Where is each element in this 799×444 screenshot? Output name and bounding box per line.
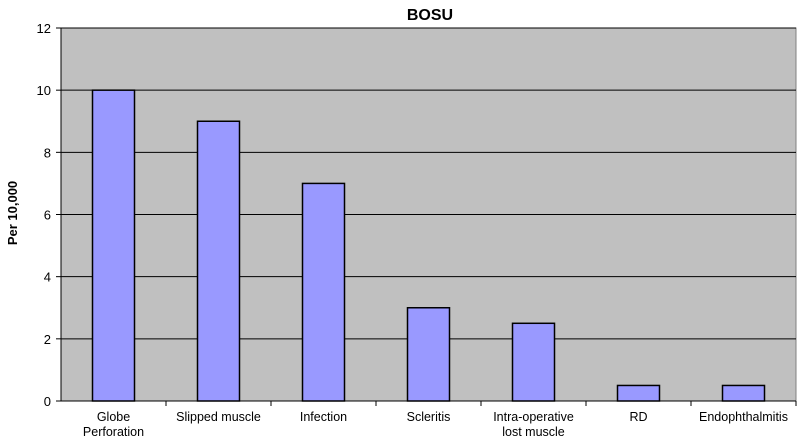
x-tick-label-line: Perforation (83, 425, 144, 439)
x-tick-label-line: lost muscle (502, 425, 565, 439)
x-tick-label: RD (629, 410, 647, 424)
x-tick-label: Globe Perforation (83, 410, 144, 439)
y-axis-label: Per 10,000 (5, 181, 20, 245)
x-tick-label-line: Globe (97, 410, 130, 424)
x-tick-label-line: Infection (300, 410, 347, 424)
bar (616, 384, 661, 402)
y-tick-label: 10 (37, 83, 51, 98)
x-tick-label-line: Endophthalmitis (699, 410, 788, 424)
x-tick-label: Slipped muscle (176, 410, 261, 424)
bar (301, 182, 346, 402)
bar (721, 384, 766, 402)
x-tick-label-line: Slipped muscle (176, 410, 261, 424)
chart-title: BOSU (407, 7, 453, 24)
plot-area: 0 2 4 6 8 10 12 Globe Perforation Slipped muscle I… (37, 21, 797, 439)
x-tick-label-line: RD (629, 410, 647, 424)
bar (511, 322, 556, 402)
y-tick-label: 0 (44, 394, 51, 409)
x-tick-label: Intra-operative lost muscle (493, 410, 574, 439)
x-tick-label: Scleritis (407, 410, 451, 424)
y-tick-label: 4 (44, 270, 51, 285)
x-tick-label-line: Intra-operative (493, 410, 574, 424)
y-tick-label: 12 (37, 21, 51, 36)
y-tick-label: 2 (44, 332, 51, 347)
x-tick-label: Endophthalmitis (699, 410, 788, 424)
x-tick-label: Infection (300, 410, 347, 424)
x-tick-label-line: Scleritis (407, 410, 451, 424)
bar (196, 120, 241, 402)
y-tick-label: 6 (44, 208, 51, 223)
y-tick-label: 8 (44, 145, 51, 160)
bar (91, 89, 136, 402)
bar (406, 307, 451, 402)
